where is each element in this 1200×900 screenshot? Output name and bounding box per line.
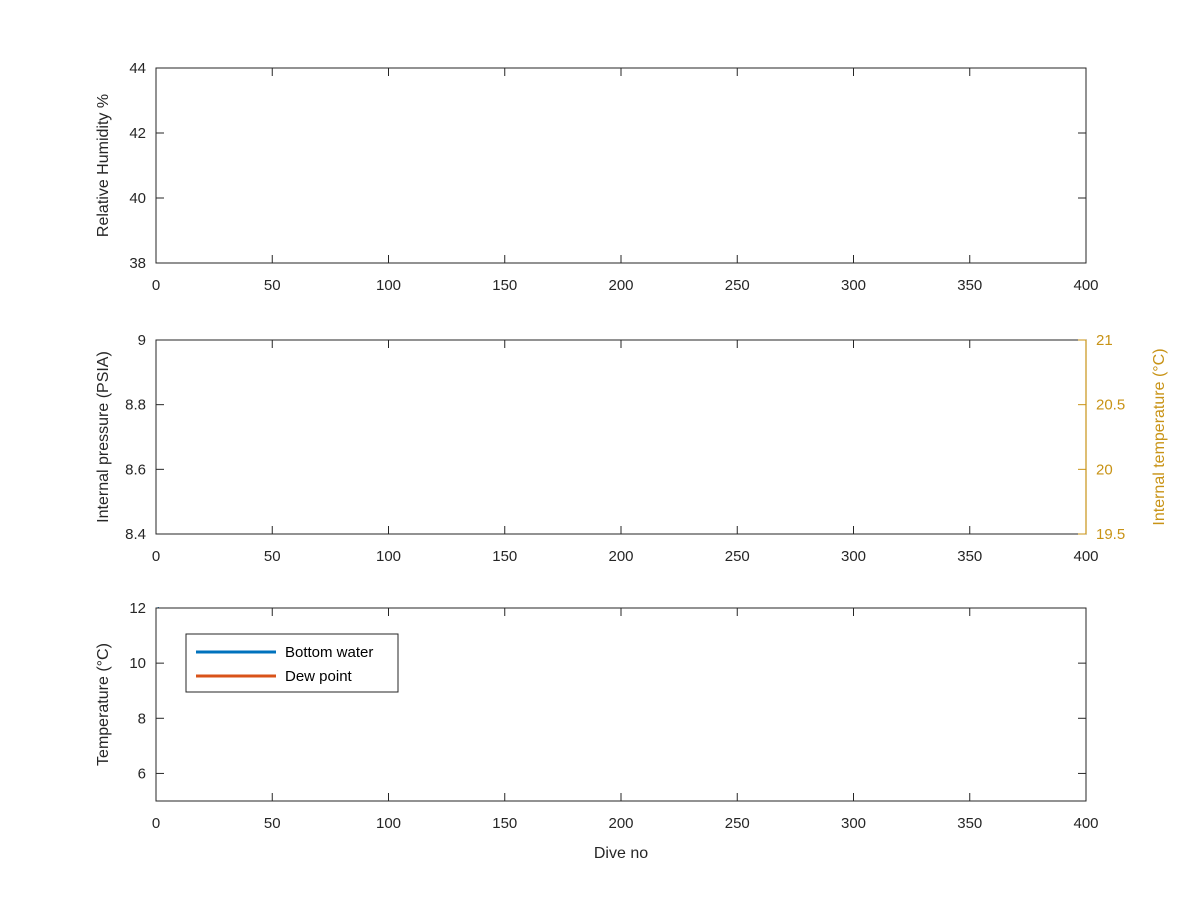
y-tick-label: 12 [129,600,146,617]
x-tick-label: 400 [1073,548,1098,565]
y2-tick-label: 21 [1096,332,1113,349]
chart-humidity: 0 50 100 150 200 250 300 350 400 38 40 42 44 Relative… [95,60,1099,294]
y2-tick-label: 20 [1096,461,1113,478]
x-tick-label: 50 [264,548,281,565]
y-tick-label: 10 [129,655,146,672]
y-tick-label: 40 [129,190,146,207]
axes-box [155,67,1087,264]
x-tick-label: 150 [492,815,517,832]
y-axis-label: Relative Humidity % [95,94,112,237]
x-tick-label: 300 [841,277,866,294]
x-tick-label: 250 [725,815,750,832]
x-tick-label: 300 [841,815,866,832]
x-tick-label: 50 [264,815,281,832]
axes-box [155,339,1087,535]
x-tick-label: 150 [492,548,517,565]
x-tick-label: 0 [152,277,160,294]
chart-pressure: 0 50 100 150 200 250 300 350 400 8.4 8.6 8.8 9 19.5 20… [95,332,1168,565]
x-tick-label: 350 [957,815,982,832]
legend-label: Bottom water [285,644,373,661]
legend-box [185,633,399,693]
x-tick-label: 50 [264,277,281,294]
y-tick-label: 44 [129,60,146,77]
x-tick-label: 150 [492,277,517,294]
x-tick-label: 250 [725,277,750,294]
x-tick-label: 0 [152,815,160,832]
x-tick-label: 350 [957,277,982,294]
chart-temperature: 0 50 100 150 200 250 300 350 400 6 8 10 12 Temperatur… [95,600,1099,862]
x-tick-label: 0 [152,548,160,565]
y2-axis-label: Internal temperature (°C) [1151,348,1168,525]
y2-tick-label: 20.5 [1096,397,1125,414]
legend: Bottom water Dew point [185,633,399,693]
y-tick-label: 6 [138,765,146,782]
x-tick-label: 200 [608,548,633,565]
y-tick-label: 8.6 [125,461,146,478]
x-tick-label: 400 [1073,815,1098,832]
x-tick-label: 300 [841,548,866,565]
x-tick-label: 350 [957,548,982,565]
x-tick-label: 100 [376,277,401,294]
y-tick-label: 8 [138,710,146,727]
x-tick-label: 200 [608,277,633,294]
y-axis-label: Temperature (°C) [95,643,112,766]
x-tick-label: 250 [725,548,750,565]
y-axis-label: Internal pressure (PSIA) [95,351,112,523]
y-tick-label: 8.4 [125,526,146,543]
x-axis-label: Dive no [594,845,648,862]
y-tick-label: 38 [129,255,146,272]
y-tick-label: 8.8 [125,397,146,414]
x-tick-label: 100 [376,548,401,565]
y-tick-label: 9 [138,332,146,349]
x-tick-label: 400 [1073,277,1098,294]
y2-tick-label: 19.5 [1096,526,1125,543]
x-tick-label: 100 [376,815,401,832]
x-tick-label: 200 [608,815,633,832]
legend-label: Dew point [285,668,353,685]
y-tick-label: 42 [129,125,146,142]
